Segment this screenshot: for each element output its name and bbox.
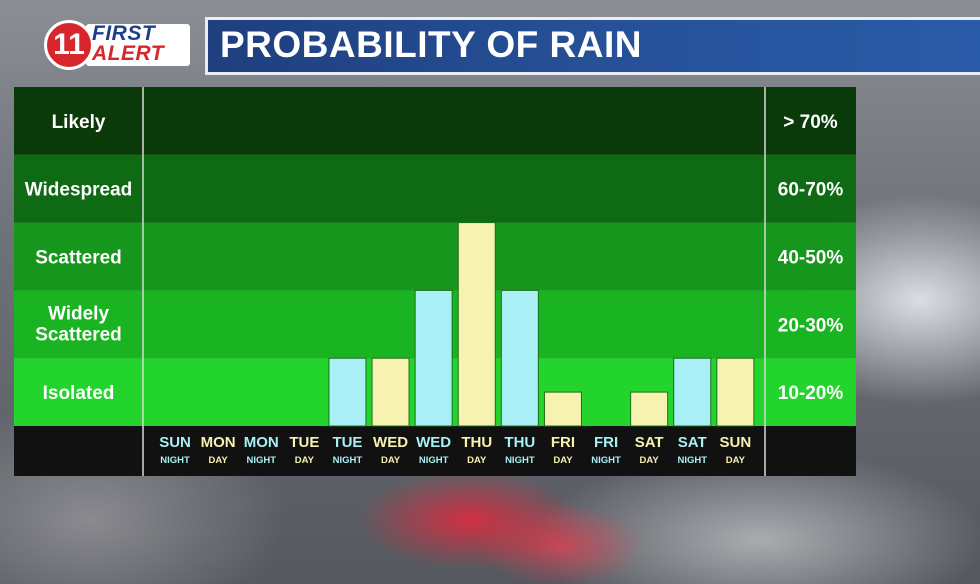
logo-alert-text: ALERT [92,42,165,65]
x-tick-period: NIGHT [591,455,621,466]
x-tick-day: WED [416,434,451,451]
x-tick-period: DAY [295,455,315,466]
x-tick-day: MON [244,434,279,451]
band-range-label: > 70% [783,112,838,133]
page-title: PROBABILITY OF RAIN [220,24,642,65]
x-axis-strip [14,426,856,476]
x-tick-period: NIGHT [246,455,276,466]
logo-first-text: FIRST [92,22,156,45]
x-tick-day: SAT [678,434,707,451]
band-range-label: 60-70% [778,180,844,201]
bar-tue-night [328,357,367,427]
x-tick-day: TUE [332,434,362,451]
band-scattered [14,222,856,291]
band-range-label: 10-20% [778,383,844,404]
x-tick-day: WED [373,434,408,451]
x-tick-period: NIGHT [419,455,449,466]
band-label: Scattered [35,324,122,345]
bar-wed-night [414,289,453,427]
x-tick-period: DAY [381,455,401,466]
x-tick-period: DAY [209,455,229,466]
band-widespread [14,154,856,223]
x-tick-period: NIGHT [505,455,535,466]
logo-number: 11 [44,20,94,70]
x-tick-day: THU [504,434,535,451]
band-label: Scattered [35,248,122,269]
x-tick-period: DAY [726,455,746,466]
band-label: Widespread [25,180,133,201]
x-tick-day: FRI [594,434,618,451]
x-tick-day: SUN [720,434,752,451]
x-tick-day: FRI [551,434,575,451]
band-label: Isolated [43,383,115,404]
x-tick-period: DAY [640,455,660,466]
title-bar: PROBABILITY OF RAIN [205,17,980,75]
bar-fri-day [543,391,582,427]
x-tick-day: MON [201,434,236,451]
bar-thu-night [500,289,539,427]
bar-wed-day [371,357,410,427]
bar-sun-day [716,357,755,427]
band-range-label: 40-50% [778,248,844,269]
x-tick-period: NIGHT [677,455,707,466]
band-likely [14,87,856,155]
first-alert-logo: 11 FIRST ALERT [44,18,190,72]
x-tick-day: THU [461,434,492,451]
x-tick-period: DAY [553,455,573,466]
x-tick-day: SAT [635,434,664,451]
x-tick-day: SUN [159,434,191,451]
logo-badge [86,24,190,66]
band-range-label: 20-30% [778,315,844,336]
x-tick-period: DAY [467,455,487,466]
x-tick-period: NIGHT [160,455,190,466]
bar-sat-day [630,391,669,427]
x-tick-day: TUE [289,434,319,451]
x-tick-period: NIGHT [333,455,363,466]
bar-thu-day [457,222,496,427]
band-label: Likely [52,112,106,133]
band-label: Widely [48,303,109,324]
bar-sat-night [673,357,712,427]
